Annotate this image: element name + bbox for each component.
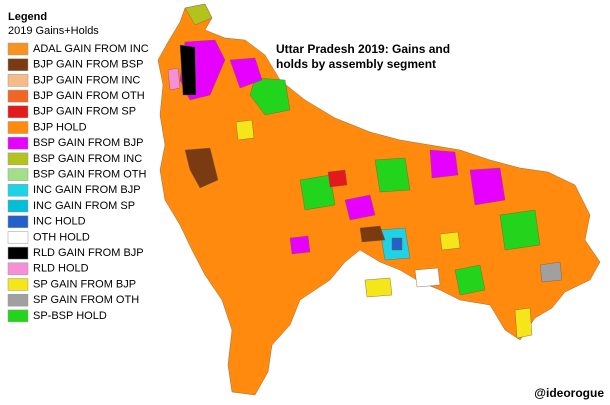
legend: ADAL GAIN FROM INC BJP GAIN FROM BSP BJP G… xyxy=(7,42,149,323)
map-title: Uttar Pradesh 2019: Gains and xyxy=(276,42,450,56)
legend-label: SP GAIN FROM OTH xyxy=(33,294,139,306)
legend-swatch xyxy=(7,168,29,181)
legend-swatch xyxy=(7,89,29,103)
legend-label: BJP GAIN FROM SP xyxy=(33,106,136,118)
legend-title: Legend xyxy=(8,11,47,23)
legend-label: BJP GAIN FROM INC xyxy=(33,74,140,86)
legend-swatch xyxy=(7,105,29,119)
legend-swatch xyxy=(7,231,29,244)
legend-swatch xyxy=(7,42,29,56)
legend-swatch xyxy=(7,262,29,276)
map-title: holds by assembly segment xyxy=(276,57,436,71)
legend-label: SP-BSP HOLD xyxy=(33,310,107,322)
legend-label: INC GAIN FROM SP xyxy=(33,200,135,212)
region xyxy=(364,277,393,298)
legend-label: OTH HOLD xyxy=(33,231,90,243)
region xyxy=(359,225,386,243)
region xyxy=(235,119,255,141)
region xyxy=(167,67,181,91)
legend-label: BSP GAIN FROM OTH xyxy=(33,169,147,181)
legend-subtitle: 2019 Gains+Holds xyxy=(8,25,99,37)
legend-swatch xyxy=(7,246,29,260)
legend-swatch xyxy=(7,309,29,323)
legend-swatch xyxy=(7,152,29,166)
legend-label: RLD GAIN FROM BJP xyxy=(33,247,144,259)
region xyxy=(344,194,376,221)
legend-label: RLD HOLD xyxy=(33,263,89,275)
region xyxy=(439,231,461,251)
legend-label: ADAL GAIN FROM INC xyxy=(33,43,149,55)
legend-label: BSP GAIN FROM INC xyxy=(33,153,142,165)
region xyxy=(184,147,219,189)
legend-swatch xyxy=(7,74,29,87)
map xyxy=(157,3,601,396)
region xyxy=(184,3,213,26)
region xyxy=(429,149,459,179)
region xyxy=(229,57,263,89)
legend-label: SP GAIN FROM BJP xyxy=(33,278,136,290)
legend-swatch xyxy=(7,278,29,291)
region xyxy=(414,267,441,288)
legend-label: BJP GAIN FROM OTH xyxy=(33,90,145,102)
region xyxy=(327,169,348,188)
region xyxy=(391,237,403,251)
region xyxy=(539,261,563,283)
legend-label: BJP GAIN FROM BSP xyxy=(33,59,143,71)
region xyxy=(179,44,197,96)
legend-swatch xyxy=(7,199,29,213)
legend-label: INC GAIN FROM BJP xyxy=(33,184,141,196)
legend-swatch xyxy=(7,136,29,150)
region xyxy=(249,77,291,116)
region xyxy=(374,157,411,193)
legend-swatch xyxy=(7,121,29,134)
region xyxy=(289,235,311,255)
credit: @ideorogue xyxy=(534,386,604,400)
region xyxy=(514,307,533,339)
region xyxy=(499,209,541,251)
region xyxy=(469,167,506,206)
region xyxy=(454,264,486,296)
legend-swatch xyxy=(7,58,29,71)
legend-label: INC HOLD xyxy=(33,216,86,228)
legend-swatch xyxy=(7,184,29,197)
legend-swatch xyxy=(7,215,29,228)
legend-label: BSP GAIN FROM BJP xyxy=(33,137,143,149)
region xyxy=(299,174,336,211)
legend-label: BJP HOLD xyxy=(33,121,87,133)
legend-swatch xyxy=(7,293,29,307)
